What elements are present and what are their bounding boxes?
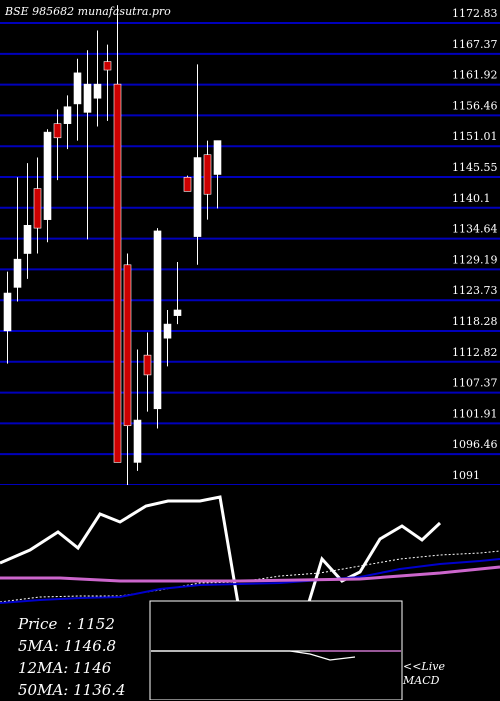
ma12-label: 12MA: [18, 659, 64, 677]
candle-body: [103, 61, 112, 71]
ma50-row: 50MA: 1136.4: [18, 679, 126, 701]
ma12-row: 12MA: 1146: [18, 657, 126, 679]
candle-body: [133, 419, 142, 463]
indicator-white-line: [0, 495, 442, 617]
ma5-label: 5MA: [18, 637, 54, 655]
candle-body: [13, 258, 22, 288]
y-tick-label: 1161.92: [452, 69, 498, 82]
y-tick-label: 1140.1: [452, 192, 491, 205]
candle-body: [213, 140, 222, 175]
candle-body: [183, 177, 192, 192]
candle-body: [193, 157, 202, 237]
indicator-panel: [0, 495, 500, 700]
ma-magenta-line: [0, 565, 500, 583]
price-value: : 1152: [66, 615, 115, 633]
candle-body: [93, 83, 102, 99]
y-tick-label: 1151.01: [452, 130, 498, 143]
y-tick-label: 1129.19: [452, 253, 498, 266]
price-label: Price: [18, 615, 58, 633]
macd-line: [151, 650, 356, 661]
ma-blue-line: [0, 558, 500, 604]
y-tick-label: 1134.64: [452, 223, 498, 236]
y-tick-label: 1172.83: [452, 7, 498, 20]
price-row: Price : 1152: [18, 613, 126, 635]
indicator-dotted-line: [0, 550, 500, 603]
ma12-value: : 1146: [63, 659, 112, 677]
candle-body: [43, 131, 52, 220]
candle-body: [163, 323, 172, 339]
y-tick-label: 1156.46: [452, 99, 498, 112]
y-tick-label: 1112.82: [452, 346, 498, 359]
candle-body: [123, 264, 132, 427]
macd-label: <<Live MACD: [403, 660, 445, 687]
candle-body: [23, 224, 32, 254]
y-tick-label: 1118.28: [452, 315, 498, 328]
y-tick-label: 1123.73: [452, 284, 498, 297]
y-tick-label: 1145.55: [452, 161, 498, 174]
candle-body: [203, 154, 212, 195]
candlestick-chart: 1172.83 1167.37 1161.92 1156.46 1151.01 1145.…: [0, 5, 500, 485]
candle-body: [3, 292, 12, 332]
candle-body: [73, 72, 82, 105]
y-tick-label: 1101.91: [452, 407, 498, 420]
candle-body: [63, 106, 72, 124]
candle-body: [33, 188, 42, 229]
candle-body: [53, 123, 62, 139]
candle-body: [143, 354, 152, 376]
candle-body: [153, 230, 162, 410]
candle-body: [173, 309, 182, 316]
y-tick-label: 1091: [452, 469, 480, 482]
chart-watermark: BSE 985682 munafasutra.pro: [5, 5, 171, 18]
ma5-value: : 1146.8: [53, 637, 117, 655]
ma50-label: 50MA: [18, 681, 64, 699]
y-tick-label: 1096.46: [452, 438, 498, 451]
ma-stats: Price : 1152 5MA: 1146.8 12MA: 1146 50MA…: [18, 613, 126, 701]
ma5-row: 5MA: 1146.8: [18, 635, 126, 657]
y-tick-label: 1107.37: [452, 377, 498, 390]
y-tick-label: 1167.37: [452, 38, 498, 51]
candle-body: [113, 83, 122, 463]
ma50-value: : 1136.4: [63, 681, 126, 699]
candle-body: [83, 83, 92, 113]
